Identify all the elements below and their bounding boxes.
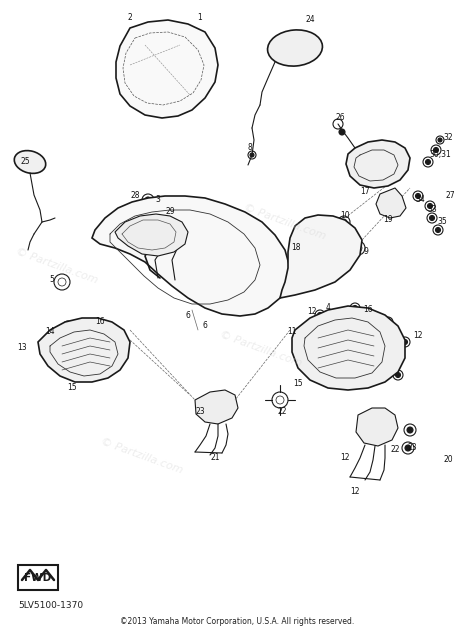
Circle shape	[385, 320, 391, 325]
Text: 18: 18	[291, 243, 301, 252]
Polygon shape	[346, 140, 410, 188]
Text: 6: 6	[185, 311, 191, 320]
Text: 12: 12	[340, 453, 350, 462]
Text: © Partzilla.com: © Partzilla.com	[242, 202, 327, 242]
Text: 17: 17	[360, 188, 370, 197]
Text: 33: 33	[427, 205, 437, 214]
Polygon shape	[376, 188, 406, 218]
Text: © Partzilla.com: © Partzilla.com	[100, 437, 184, 476]
Text: ©2013 Yamaha Motor Corporation, U.S.A. All rights reserved.: ©2013 Yamaha Motor Corporation, U.S.A. A…	[120, 618, 354, 626]
Circle shape	[353, 306, 357, 311]
Text: 28: 28	[130, 190, 140, 200]
Ellipse shape	[14, 151, 46, 174]
Circle shape	[318, 313, 322, 318]
Polygon shape	[356, 408, 398, 446]
Text: 12: 12	[413, 330, 423, 339]
Text: 8: 8	[247, 143, 252, 153]
Text: 23: 23	[195, 408, 205, 417]
Circle shape	[434, 148, 438, 153]
Text: 13: 13	[17, 344, 27, 353]
Text: 27: 27	[445, 190, 455, 200]
Text: 26: 26	[335, 113, 345, 122]
Circle shape	[407, 427, 413, 433]
Circle shape	[416, 193, 420, 198]
Polygon shape	[92, 196, 290, 316]
Text: 5: 5	[50, 276, 55, 285]
Text: 4: 4	[326, 304, 330, 313]
Text: FWD: FWD	[24, 573, 52, 583]
Text: 22: 22	[277, 408, 287, 417]
Text: 19: 19	[383, 216, 393, 224]
Circle shape	[436, 228, 440, 233]
Text: 11: 11	[287, 328, 297, 337]
Circle shape	[101, 323, 107, 328]
Polygon shape	[38, 318, 130, 382]
Circle shape	[438, 138, 442, 142]
Circle shape	[395, 373, 401, 377]
Text: 5LV5100-1370: 5LV5100-1370	[18, 602, 83, 611]
Text: 12: 12	[307, 307, 317, 316]
Text: © Partzilla.com: © Partzilla.com	[219, 329, 303, 368]
Text: 12: 12	[350, 488, 360, 496]
Polygon shape	[116, 20, 218, 118]
Circle shape	[250, 153, 254, 157]
Circle shape	[145, 197, 151, 203]
Circle shape	[65, 323, 71, 328]
Circle shape	[429, 216, 435, 221]
Text: 2: 2	[128, 13, 132, 22]
Text: 22: 22	[390, 446, 400, 455]
Polygon shape	[195, 390, 238, 424]
Circle shape	[402, 339, 408, 344]
Circle shape	[428, 204, 432, 209]
Circle shape	[426, 160, 430, 164]
Text: 1: 1	[198, 13, 202, 22]
Text: 25: 25	[20, 157, 30, 167]
Text: 35: 35	[437, 217, 447, 226]
Text: 23: 23	[407, 444, 417, 453]
Text: 10: 10	[340, 210, 350, 219]
Text: 29: 29	[165, 207, 175, 216]
Text: 16: 16	[363, 306, 373, 314]
Text: 30,31: 30,31	[429, 150, 451, 160]
Text: 15: 15	[67, 384, 77, 392]
Circle shape	[159, 205, 165, 211]
Ellipse shape	[267, 30, 322, 66]
Text: 3: 3	[155, 195, 160, 205]
Circle shape	[75, 365, 81, 370]
Text: 24: 24	[305, 15, 315, 25]
Text: 15: 15	[293, 380, 303, 389]
Text: 34: 34	[415, 195, 425, 205]
Circle shape	[308, 242, 312, 247]
Text: 16: 16	[95, 318, 105, 327]
Text: 32: 32	[443, 134, 453, 143]
Polygon shape	[292, 306, 405, 390]
Text: 9: 9	[364, 247, 368, 257]
Circle shape	[162, 69, 168, 75]
Circle shape	[173, 202, 177, 207]
Text: 6: 6	[202, 321, 208, 330]
Circle shape	[339, 129, 345, 135]
Polygon shape	[115, 214, 188, 256]
Circle shape	[405, 445, 411, 451]
Text: 21: 21	[210, 453, 220, 462]
Text: © Partzilla.com: © Partzilla.com	[15, 247, 99, 286]
Text: 14: 14	[45, 328, 55, 337]
Polygon shape	[280, 215, 362, 298]
Text: 20: 20	[443, 455, 453, 465]
Polygon shape	[18, 565, 58, 590]
